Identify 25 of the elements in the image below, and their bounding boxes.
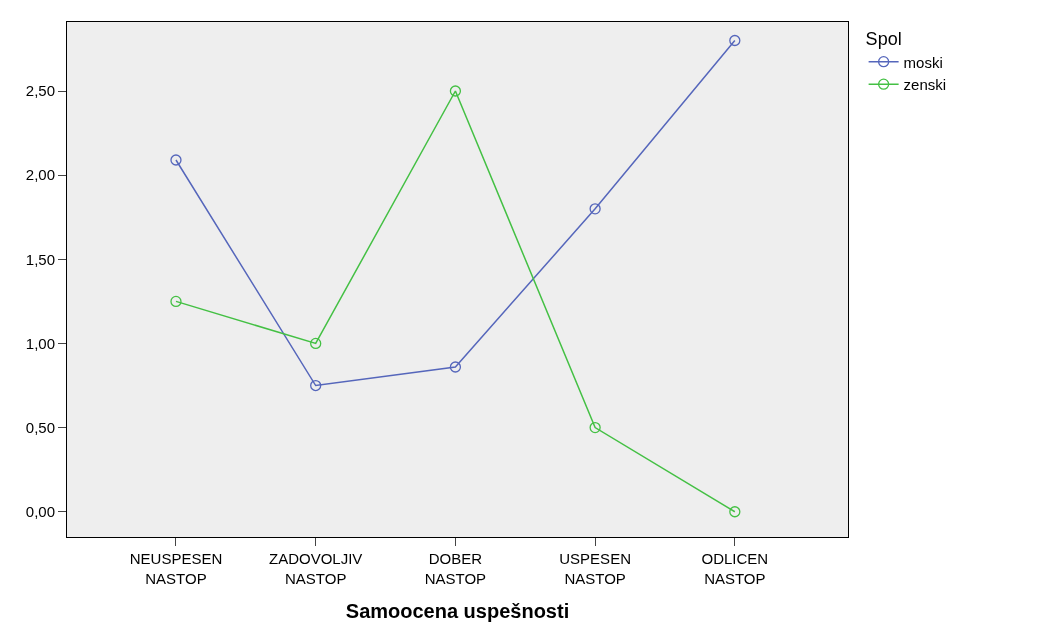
- y-tick-label: 2,00: [25, 166, 55, 184]
- legend-title: Spol: [865, 29, 902, 50]
- point: [589, 421, 601, 434]
- point: [170, 295, 182, 308]
- y-tick-label: 2,50: [25, 82, 55, 100]
- point: [310, 337, 322, 350]
- legend-label: moski: [903, 53, 943, 71]
- y-tick-label: 1,00: [25, 334, 55, 352]
- point: [170, 154, 182, 166]
- legend-label: zenski: [903, 76, 947, 93]
- x-tick-label: NEUSPESEN NASTOP: [129, 550, 223, 587]
- x-axis-title: Samoocena uspešnosti: [345, 600, 570, 622]
- x-tick-label: USPESEN NASTOP: [559, 550, 631, 587]
- y-tick-label: 1,50: [25, 250, 55, 268]
- point: [729, 34, 741, 47]
- point: [310, 379, 322, 392]
- point: [589, 203, 601, 215]
- y-tick-label: 0,50: [25, 418, 55, 436]
- x-tick-label: ODLICEN NASTOP: [701, 550, 769, 587]
- point: [729, 506, 741, 518]
- x-tick-label: ZADOVOLJIV NASTOP: [269, 550, 363, 587]
- x-tick-label: DOBER NASTOP: [424, 550, 487, 587]
- point: [449, 85, 462, 97]
- y-tick-label: 0,00: [25, 503, 55, 520]
- point: [449, 361, 462, 373]
